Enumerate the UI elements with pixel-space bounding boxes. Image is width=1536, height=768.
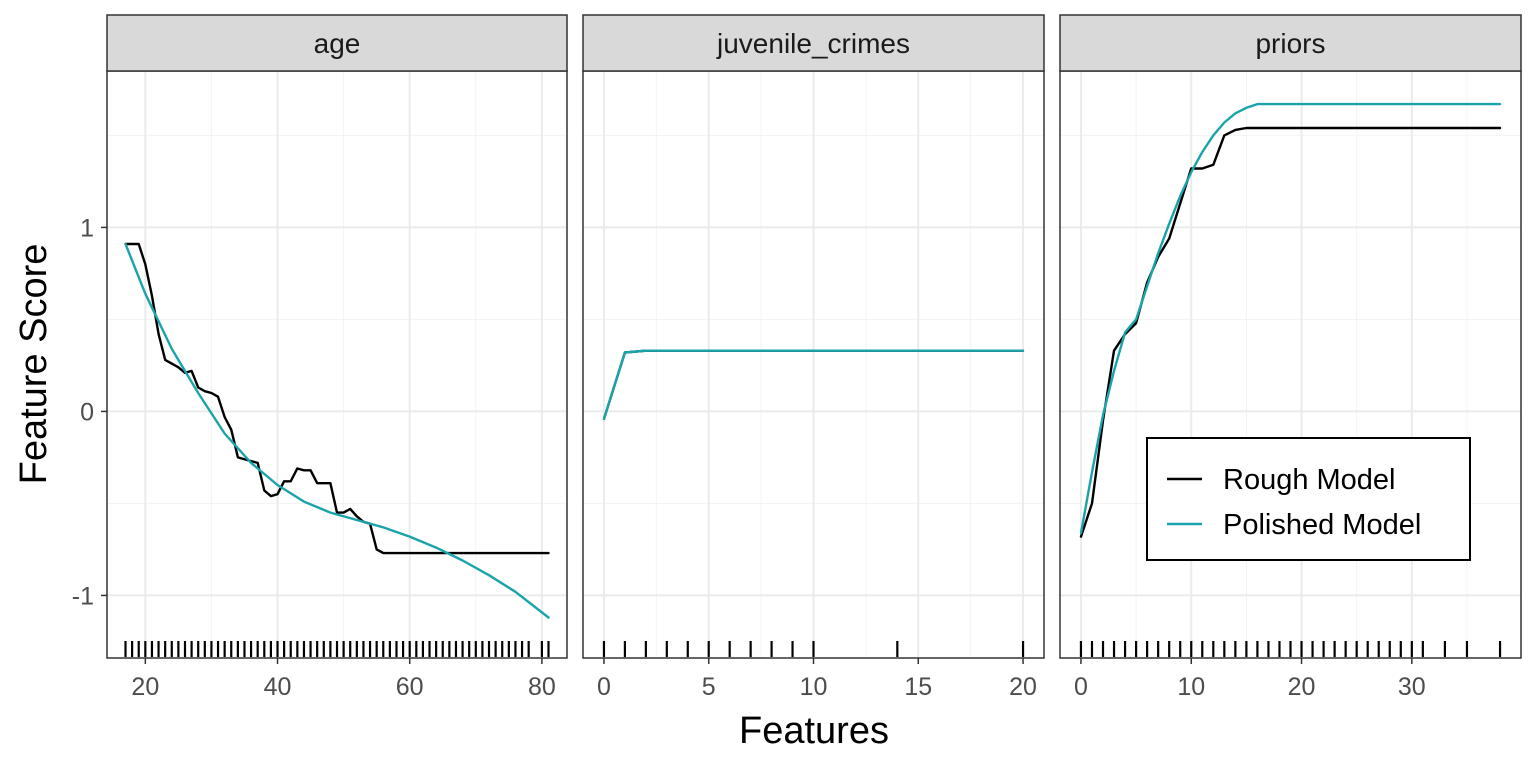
x-tick-label: 20	[1009, 673, 1037, 701]
x-tick-label: 5	[702, 673, 716, 701]
y-tick-label: -1	[72, 582, 94, 610]
x-tick-label: 10	[800, 673, 828, 701]
panel-background	[107, 71, 567, 658]
rug-marks	[602, 641, 1025, 657]
x-tick-label: 30	[1398, 673, 1426, 701]
series-line-polished-priors	[1079, 102, 1502, 535]
x-axis-title: Features	[739, 710, 889, 752]
facet-strip-label: age	[314, 28, 361, 59]
x-tick-label: 20	[131, 673, 159, 701]
facet-strip-label: juvenile_crimes	[716, 28, 910, 59]
series-line-rough-age	[124, 242, 550, 555]
legend-label-polished-model: Polished Model	[1223, 509, 1421, 541]
facet-strip	[1059, 14, 1522, 72]
y-tick-label: 1	[80, 214, 94, 242]
panel-age: age 20 40 60 80 -1 0 1	[72, 14, 568, 701]
x-tick-label: 40	[264, 673, 292, 701]
facet-strip	[582, 14, 1045, 72]
facet-strip-label: priors	[1255, 28, 1325, 59]
legend-box	[1146, 437, 1471, 561]
legend: Rough Model Polished Model	[1146, 437, 1471, 561]
x-tick-label: 80	[528, 673, 556, 701]
x-tick-label: 60	[396, 673, 424, 701]
x-tick-label: 0	[597, 673, 611, 701]
panel-priors: priors 0 10 20 30	[1059, 14, 1522, 701]
x-tick-label: 15	[904, 673, 932, 701]
series-line-rough-priors	[1079, 126, 1502, 538]
rug-marks	[1079, 641, 1502, 657]
legend-label-rough-model: Rough Model	[1223, 464, 1396, 496]
x-tick-label: 0	[1074, 673, 1088, 701]
series-line-polished-juvenile-crimes	[602, 349, 1025, 420]
panel-juvenile-crimes: juvenile_crimes 0 5 10 15 20	[582, 14, 1045, 701]
x-tick-label: 10	[1177, 673, 1205, 701]
x-tick-label: 20	[1288, 673, 1316, 701]
rug-marks	[124, 641, 550, 657]
y-axis-title: Feature Score	[13, 244, 55, 485]
y-tick-label: 0	[80, 398, 94, 426]
panel-background	[1060, 71, 1521, 658]
series-line-polished-age	[124, 242, 550, 619]
facet-strip	[106, 14, 568, 72]
